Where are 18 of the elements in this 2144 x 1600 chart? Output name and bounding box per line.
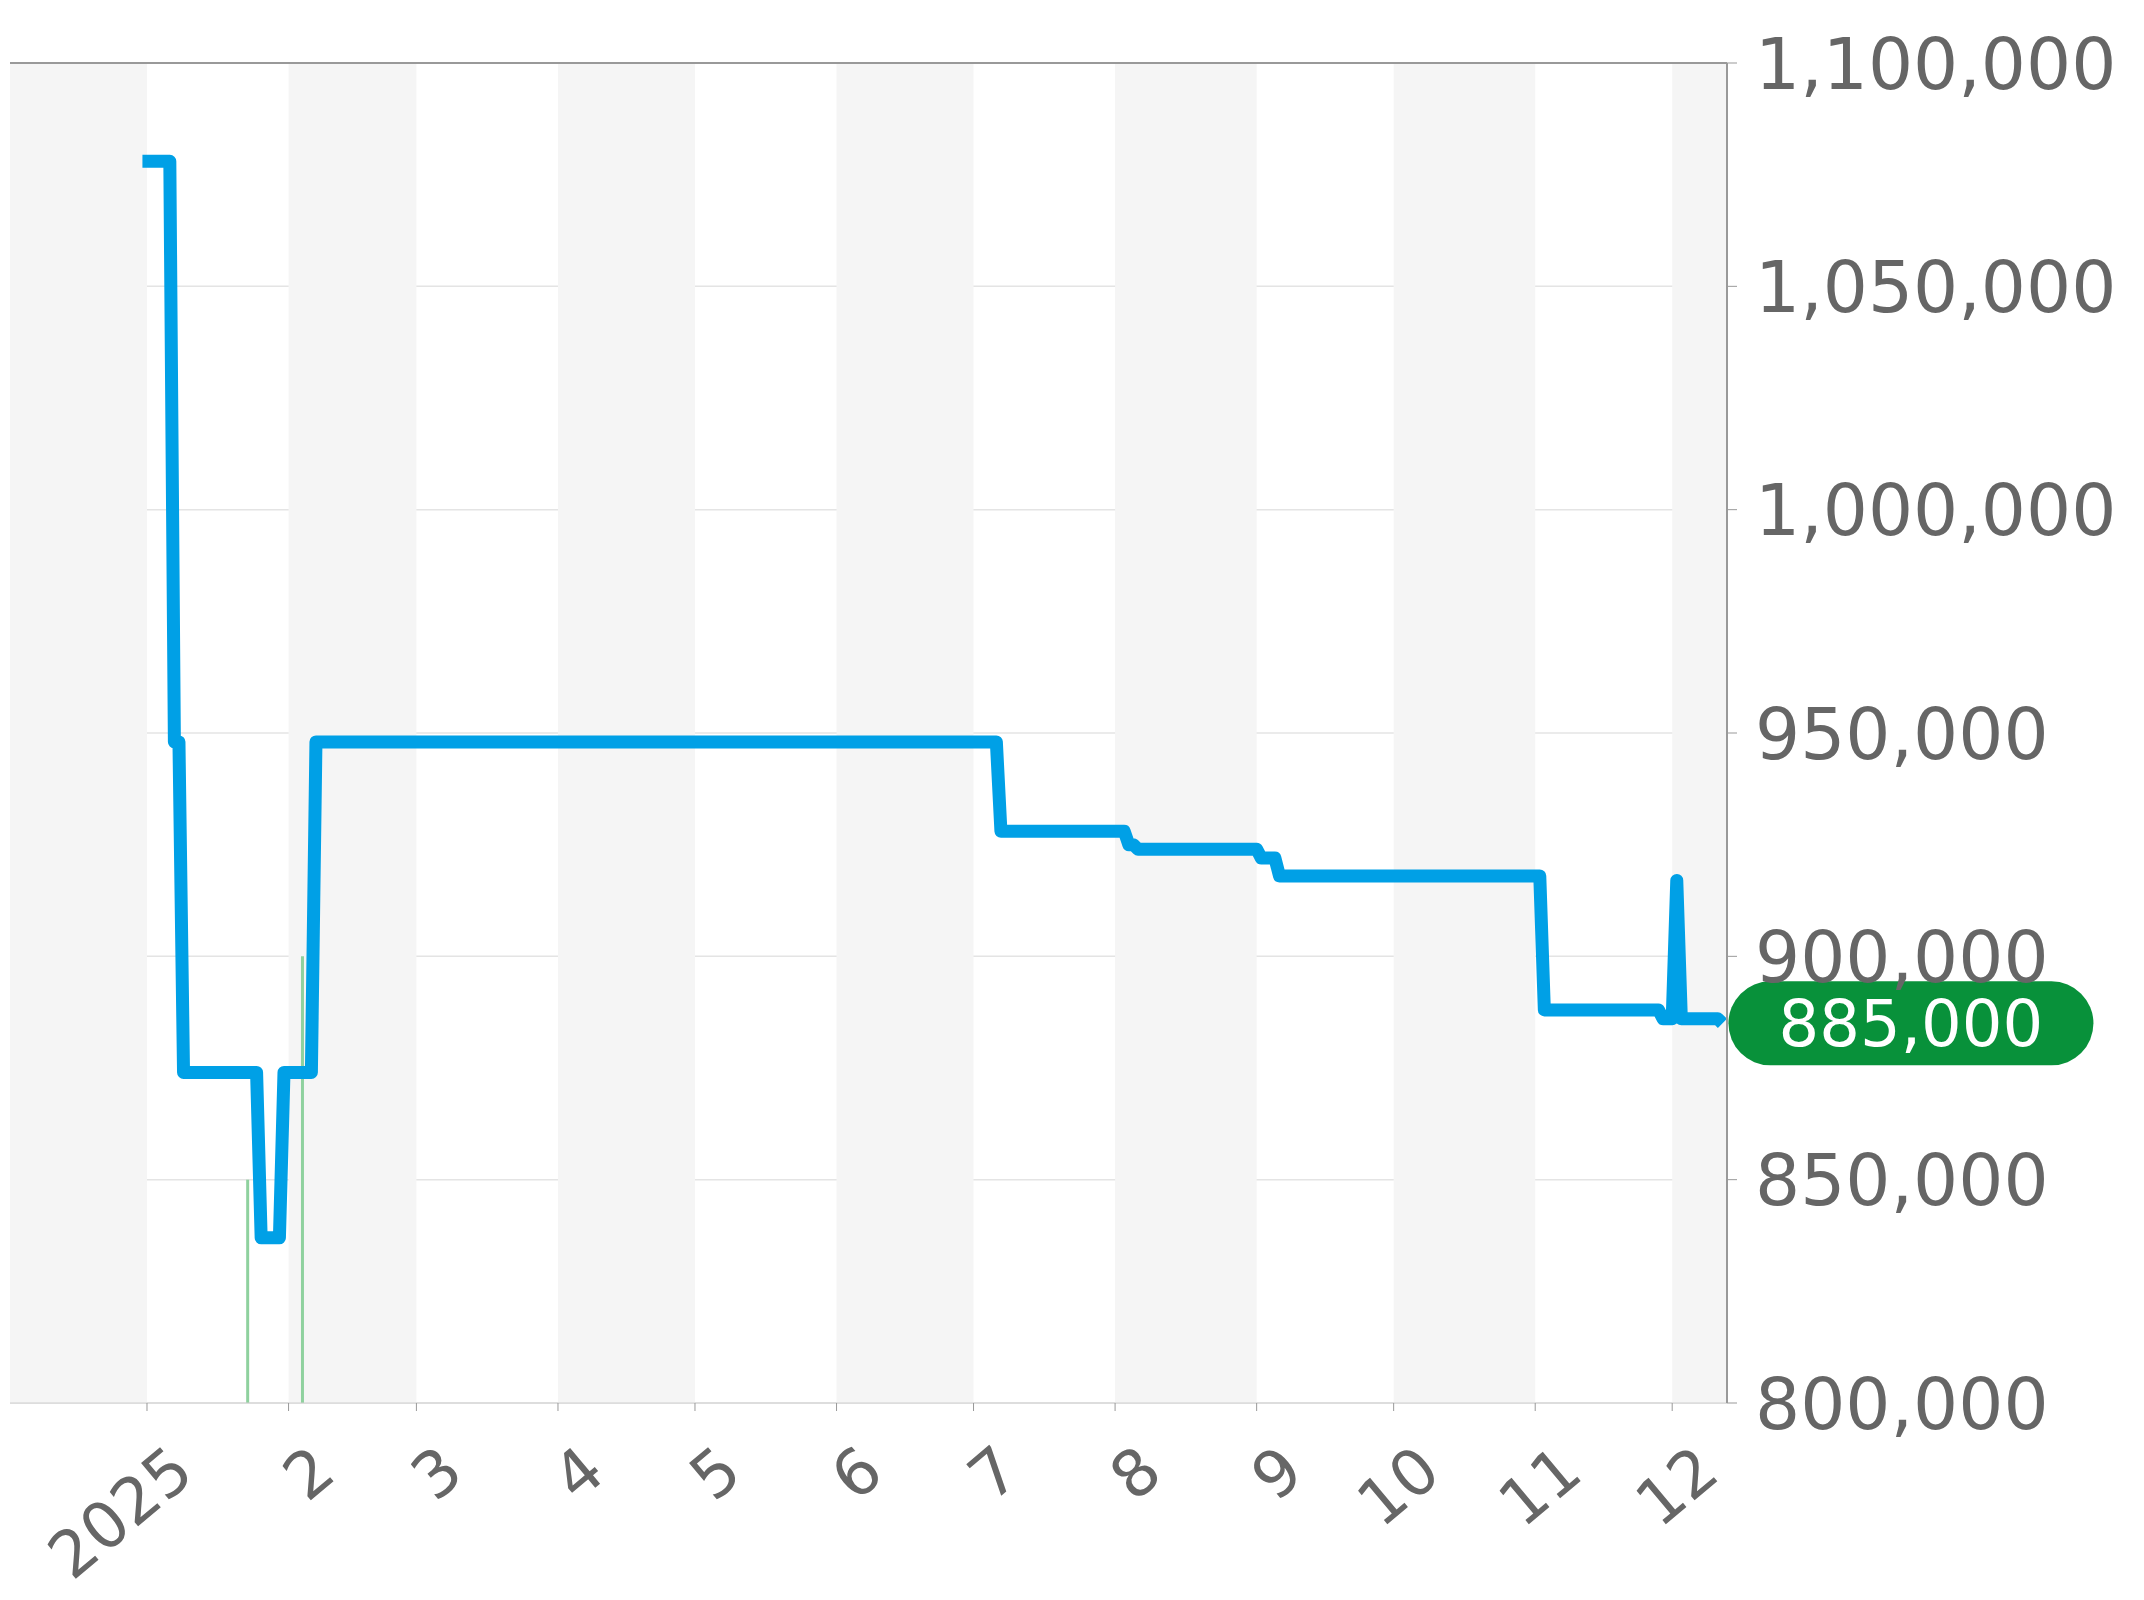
y-tick-label: 950,000 [1755, 692, 2049, 776]
y-tick-label: 1,000,000 [1755, 469, 2117, 553]
y-tick-label: 900,000 [1755, 915, 2049, 999]
x-tick-label: 12 [1621, 1431, 1732, 1541]
x-tick-label: 8 [1095, 1431, 1175, 1515]
x-tick-label: 4 [538, 1431, 618, 1515]
x-tick-label: 2 [269, 1431, 349, 1515]
y-tick-label: 1,100,000 [1755, 22, 2117, 106]
x-tick-label: 9 [1237, 1431, 1317, 1515]
x-tick-label: 11 [1484, 1431, 1595, 1541]
x-tick-label: 7 [954, 1431, 1034, 1515]
y-tick-label: 850,000 [1755, 1139, 2049, 1223]
y-tick-label: 1,050,000 [1755, 245, 2117, 329]
x-tick-label: 5 [675, 1431, 755, 1515]
x-tick-label: 10 [1343, 1431, 1454, 1541]
y-tick-label: 800,000 [1755, 1362, 2049, 1446]
x-tick-label: 6 [817, 1431, 897, 1515]
x-tick-label: 3 [397, 1431, 477, 1515]
